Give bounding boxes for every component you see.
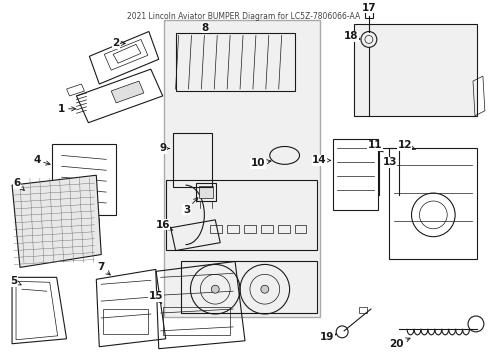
Text: 4: 4 bbox=[33, 156, 50, 165]
Bar bbox=[227, 225, 239, 233]
Text: 17: 17 bbox=[361, 3, 375, 13]
Polygon shape bbox=[12, 175, 101, 267]
Bar bbox=[89, 218, 99, 232]
Bar bbox=[199, 186, 213, 198]
Bar bbox=[332, 139, 377, 210]
Circle shape bbox=[211, 285, 219, 293]
Text: 16: 16 bbox=[155, 220, 173, 230]
Text: 2: 2 bbox=[112, 39, 125, 48]
Bar bbox=[277, 225, 289, 233]
Text: 12: 12 bbox=[397, 140, 414, 150]
Bar bbox=[180, 261, 317, 313]
Bar bbox=[196, 183, 216, 201]
Text: 15: 15 bbox=[148, 291, 163, 304]
Text: 5: 5 bbox=[10, 276, 21, 286]
Text: 13: 13 bbox=[382, 157, 396, 167]
Text: 18: 18 bbox=[343, 31, 359, 41]
Bar bbox=[358, 307, 366, 313]
Text: 2021 Lincoln Aviator BUMPER Diagram for LC5Z-7806066-AA: 2021 Lincoln Aviator BUMPER Diagram for … bbox=[127, 12, 360, 21]
Text: 11: 11 bbox=[367, 140, 382, 152]
Bar bbox=[163, 19, 320, 317]
Bar bbox=[172, 132, 212, 187]
Text: 3: 3 bbox=[183, 198, 198, 215]
Text: 10: 10 bbox=[250, 158, 270, 168]
Text: 6: 6 bbox=[13, 178, 24, 190]
Bar bbox=[163, 307, 230, 335]
Text: 8: 8 bbox=[202, 23, 208, 32]
Bar bbox=[294, 225, 306, 233]
Bar bbox=[244, 225, 255, 233]
Text: 14: 14 bbox=[311, 156, 330, 165]
Text: 7: 7 bbox=[98, 262, 110, 275]
Text: 19: 19 bbox=[320, 332, 336, 342]
Bar bbox=[210, 225, 222, 233]
Bar bbox=[75, 218, 85, 232]
Text: 1: 1 bbox=[58, 104, 76, 114]
Text: 20: 20 bbox=[388, 338, 409, 349]
Text: 9: 9 bbox=[159, 144, 169, 153]
Circle shape bbox=[260, 285, 268, 293]
Bar bbox=[103, 309, 147, 334]
Bar bbox=[260, 225, 272, 233]
Bar bbox=[364, 10, 372, 18]
Bar bbox=[61, 218, 71, 232]
Polygon shape bbox=[353, 23, 476, 116]
Polygon shape bbox=[111, 81, 143, 103]
